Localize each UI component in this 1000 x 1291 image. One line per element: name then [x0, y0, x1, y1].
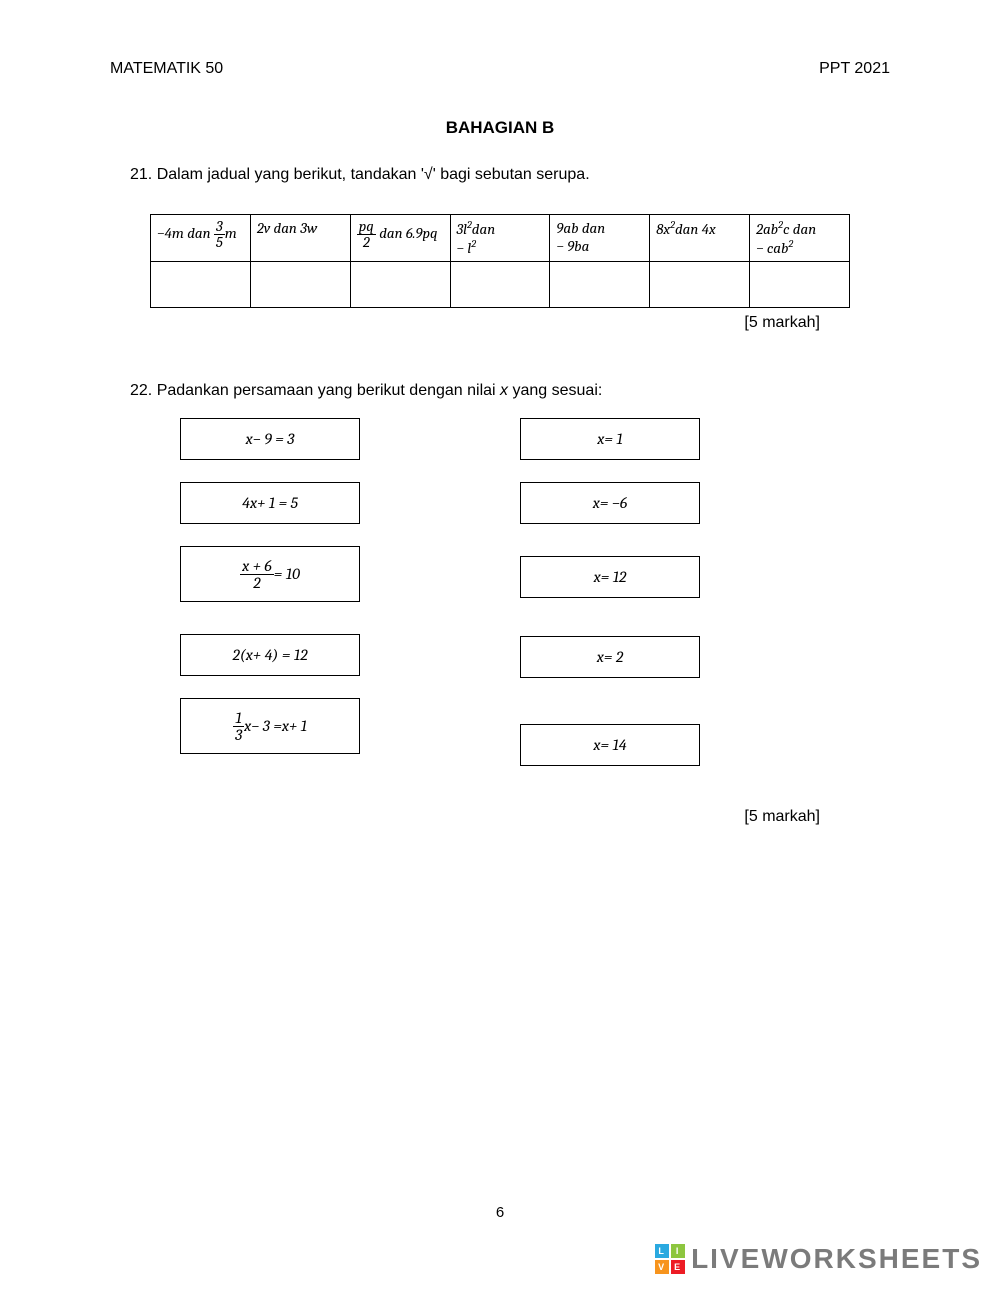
q22-left-box-2[interactable]: 4x + 1 = 5	[180, 482, 360, 524]
q22-marks: [5 markah]	[0, 808, 1000, 826]
q21-answer-3[interactable]	[350, 262, 450, 308]
q22-left-box-4[interactable]: 2(x + 4) = 12	[180, 634, 360, 676]
worksheet-page: MATEMATIK 50 PPT 2021 BAHAGIAN B 21. Dal…	[0, 0, 1000, 1291]
question-21-text: 21. Dalam jadual yang berikut, tandakan …	[0, 166, 1000, 184]
q21-answer-4[interactable]	[450, 262, 550, 308]
q21-header-row: −4m dan 35m 2v dan 3w pq2 dan 6.9pq 3l2d…	[151, 215, 850, 262]
header-left: MATEMATIK 50	[110, 60, 223, 78]
wm-logo-tile-2: I	[671, 1244, 685, 1258]
q21-cell-6: 8x2dan 4x	[650, 215, 750, 262]
wm-logo-tile-1: L	[655, 1244, 669, 1258]
q21-marks: [5 markah]	[0, 314, 1000, 332]
q21-cell-5: 9ab dan− 9ba	[550, 215, 650, 262]
watermark-text: LIVEWORKSHEETS	[691, 1243, 982, 1275]
q21-answer-7[interactable]	[750, 262, 850, 308]
q22-right-column: x = 1 x = −6 x = 12 x = 2 x = 14	[520, 418, 700, 788]
question-22-text: 22. Padankan persamaan yang berikut deng…	[0, 382, 1000, 400]
section-title: BAHAGIAN B	[0, 118, 1000, 138]
watermark-logo: L I V E	[655, 1244, 685, 1274]
q22-left-column: x − 9 = 3 4x + 1 = 5 x + 62 = 10 2(x + 4…	[180, 418, 360, 788]
q21-answer-6[interactable]	[650, 262, 750, 308]
q22-right-box-5[interactable]: x = 14	[520, 724, 700, 766]
page-header: MATEMATIK 50 PPT 2021	[0, 0, 1000, 78]
header-right: PPT 2021	[819, 60, 890, 78]
q21-cell-2: 2v dan 3w	[250, 215, 350, 262]
q21-answer-1[interactable]	[151, 262, 251, 308]
q21-cell-7: 2ab2c dan− cab2	[750, 215, 850, 262]
q21-table-wrap: −4m dan 35m 2v dan 3w pq2 dan 6.9pq 3l2d…	[150, 214, 850, 308]
q22-left-box-3[interactable]: x + 62 = 10	[180, 546, 360, 602]
q21-answer-row	[151, 262, 850, 308]
page-number: 6	[0, 1204, 1000, 1221]
q21-cell-3: pq2 dan 6.9pq	[350, 215, 450, 262]
q21-cell-4: 3l2dan− l2	[450, 215, 550, 262]
wm-logo-tile-4: E	[671, 1260, 685, 1274]
q22-right-box-2[interactable]: x = −6	[520, 482, 700, 524]
q22-right-box-1[interactable]: x = 1	[520, 418, 700, 460]
q21-answer-2[interactable]	[250, 262, 350, 308]
q21-table: −4m dan 35m 2v dan 3w pq2 dan 6.9pq 3l2d…	[150, 214, 850, 308]
wm-logo-tile-3: V	[655, 1260, 669, 1274]
q21-cell-1: −4m dan 35m	[151, 215, 251, 262]
liveworksheets-watermark: L I V E LIVEWORKSHEETS	[655, 1243, 982, 1275]
q22-left-box-5[interactable]: 13x − 3 = x + 1	[180, 698, 360, 754]
q22-right-box-3[interactable]: x = 12	[520, 556, 700, 598]
q22-matching: x − 9 = 3 4x + 1 = 5 x + 62 = 10 2(x + 4…	[0, 400, 1000, 788]
q22-right-box-4[interactable]: x = 2	[520, 636, 700, 678]
q21-answer-5[interactable]	[550, 262, 650, 308]
q22-left-box-1[interactable]: x − 9 = 3	[180, 418, 360, 460]
